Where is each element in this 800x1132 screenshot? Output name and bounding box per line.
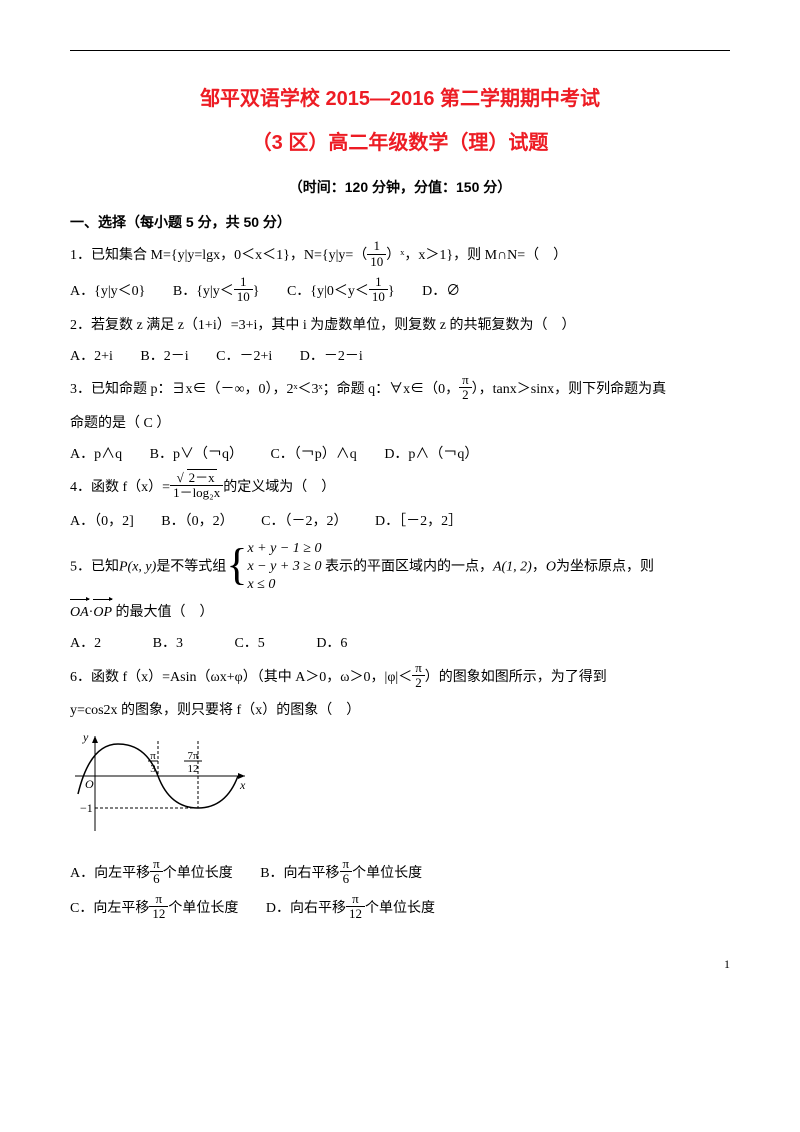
q1-options: A．{y|y＜0} B．{y|y＜110} C．{y|0＜y＜110} D．∅ (70, 277, 730, 307)
q6-line2: y=cos2x 的图象，则只要将 f（x）的图象（ ） (70, 698, 730, 723)
y-axis-label: y (82, 731, 89, 744)
q5-mid3: ， (532, 559, 546, 574)
q6-opt-c-post: 个单位长度 (168, 901, 238, 916)
q6-opt-d-post: 个单位长度 (365, 901, 435, 916)
section-heading: 一、选择（每小题 5 分，共 50 分） (70, 210, 730, 235)
q5-system: x + y − 1 ≥ 0x − y + 3 ≥ 0x ≤ 0 (247, 540, 321, 595)
top-rule (70, 50, 730, 51)
question-4: 4．函数 f（x）=2－x1－log₂x的定义域为（ ） (70, 473, 730, 503)
question-6: 6．函数 f（x）=Asin（ωx+φ）（其中 A＞0，ω＞0，|φ|＜π2）的… (70, 663, 730, 693)
q3-options: A．p∧q B．p∨（￢q） C．（￢p）∧q D．p∧（￢q） (70, 442, 730, 467)
q1-opt-b-pre: B．{y|y＜ (173, 284, 234, 299)
q4-opt-b: B．（0，2） (161, 514, 233, 529)
q5-post: 为坐标原点，则 (556, 559, 654, 574)
q5-mid1: 是不等式组 (156, 559, 226, 574)
q2-opt-b: B．2－i (140, 349, 188, 364)
q6-graph: y x O −1 π 3 7π 12 (70, 731, 730, 850)
q3-opt-b: B．p∨（￢q） (150, 447, 243, 462)
q3-opt-c: C．（￢p）∧q (270, 447, 356, 462)
vector-oa: OA (70, 600, 89, 625)
q5-p: P(x, y) (119, 559, 156, 574)
q6-opt-c-frac: π12 (149, 892, 168, 922)
q3-opt-d: D．p∧（￢q） (384, 447, 478, 462)
question-3: 3．已知命题 p：∃x∈（－∞，0），2ˣ＜3ˣ；命题 q：∀x∈（0，π2），… (70, 375, 730, 405)
q6-options-row2: C．向左平移π12个单位长度 D．向右平移π12个单位长度 (70, 894, 730, 924)
q6-pre: 6．函数 f（x）=Asin（ωx+φ）（其中 A＞0，ω＞0，|φ|＜ (70, 670, 412, 685)
q4-post: 的定义域为（ ） (223, 480, 335, 495)
q2-options: A．2+i B．2－i C．－2+i D．－2－i (70, 344, 730, 369)
page-number: 1 (70, 954, 730, 976)
q5-mid2: 表示的平面区域内的一点， (325, 559, 493, 574)
x-axis-label: x (239, 778, 246, 792)
q6-opt-a-post: 个单位长度 (163, 866, 233, 881)
vector-op: OP (93, 600, 112, 625)
q3-frac: π2 (459, 373, 472, 403)
q4-frac: 2－x1－log₂x (170, 471, 223, 501)
svg-text:3: 3 (150, 763, 156, 775)
svg-text:7π: 7π (187, 750, 199, 762)
origin-label: O (85, 777, 94, 791)
q6-opt-a-pre: A．向左平移 (70, 866, 150, 881)
q5-opt-a: A．2 (70, 636, 101, 651)
q1-opt-c-post: } (388, 284, 395, 299)
q1-text-pre: 1．已知集合 M={y|y=lgx，0＜x＜1}，N={y|y=（ (70, 248, 367, 263)
q1-opt-c-pre: C．{y|0＜y＜ (287, 284, 369, 299)
q1-text-post: ）ˣ，x＞1}，则 M∩N=（ ） (386, 248, 567, 263)
q1-frac: 110 (367, 239, 386, 269)
q5-line2: OA·OP 的最大值（ ） (70, 600, 730, 625)
q1-opt-c-frac: 110 (369, 275, 388, 305)
q5-opt-d: D．6 (316, 636, 347, 651)
q1-opt-b-frac: 110 (234, 275, 253, 305)
q5-opt-c: C．5 (234, 636, 264, 651)
q4-opt-a: A．（0，2] (70, 514, 134, 529)
q5-o: O (546, 559, 556, 574)
q2-opt-a: A．2+i (70, 349, 113, 364)
timing-line: （时间：120 分钟，分值：150 分） (70, 175, 730, 200)
title-line-1: 邹平双语学校 2015—2016 第二学期期中考试 (70, 81, 730, 117)
q6-options-row1: A．向左平移π6个单位长度 B．向右平移π6个单位长度 (70, 859, 730, 889)
q4-opt-c: C．（－2，2） (261, 514, 347, 529)
question-1: 1．已知集合 M={y|y=lgx，0＜x＜1}，N={y|y=（110）ˣ，x… (70, 241, 730, 271)
q5-options: A．2 B．3 C．5 D．6 (70, 631, 730, 656)
q3-opt-a: A．p∧q (70, 447, 122, 462)
q6-opt-a-frac: π6 (150, 857, 163, 887)
q6-opt-b-post: 个单位长度 (352, 866, 422, 881)
svg-text:π: π (150, 750, 156, 762)
brace-icon: { (226, 543, 247, 587)
q1-opt-a: A．{y|y＜0} (70, 284, 145, 299)
title-line-2: （3 区）高二年级数学（理）试题 (70, 125, 730, 161)
q1-opt-b-post: } (253, 284, 260, 299)
q6-opt-c-pre: C．向左平移 (70, 901, 149, 916)
q5-a: A(1, 2) (493, 559, 532, 574)
q2-opt-d: D．－2－i (300, 349, 363, 364)
q6-opt-b-frac: π6 (340, 857, 353, 887)
q3-tail: 命题的是（ C ） (70, 411, 730, 436)
q6-post: ）的图象如图所示，为了得到 (425, 670, 607, 685)
sine-graph: y x O −1 π 3 7π 12 (70, 731, 250, 841)
q6-opt-d-pre: D．向右平移 (266, 901, 346, 916)
q5-line2-post: 的最大值（ ） (116, 605, 214, 620)
q2-opt-c: C．－2+i (216, 349, 272, 364)
q6-opt-b-pre: B．向右平移 (260, 866, 339, 881)
q3-pre: 3．已知命题 p：∃x∈（－∞，0），2ˣ＜3ˣ；命题 q：∀x∈（0， (70, 382, 459, 397)
q4-pre: 4．函数 f（x）= (70, 480, 170, 495)
q6-frac: π2 (412, 661, 425, 691)
question-2: 2．若复数 z 满足 z（1+i）=3+i，其中 i 为虚数单位，则复数 z 的… (70, 313, 730, 338)
neg1-label: −1 (80, 801, 93, 815)
svg-text:12: 12 (188, 763, 199, 775)
q4-options: A．（0，2] B．（0，2） C．（－2，2） D．［－2，2］ (70, 509, 730, 534)
q5-opt-b: B．3 (153, 636, 183, 651)
q4-opt-d: D．［－2，2］ (375, 514, 462, 529)
question-5: 5．已知P(x, y)是不等式组{x + y − 1 ≥ 0x − y + 3 … (70, 540, 730, 595)
q6-opt-d-frac: π12 (346, 892, 365, 922)
q5-pre: 5．已知 (70, 559, 119, 574)
q1-opt-d: D．∅ (422, 284, 460, 299)
q3-post: ），tanx＞sinx，则下列命题为真 (472, 382, 666, 397)
